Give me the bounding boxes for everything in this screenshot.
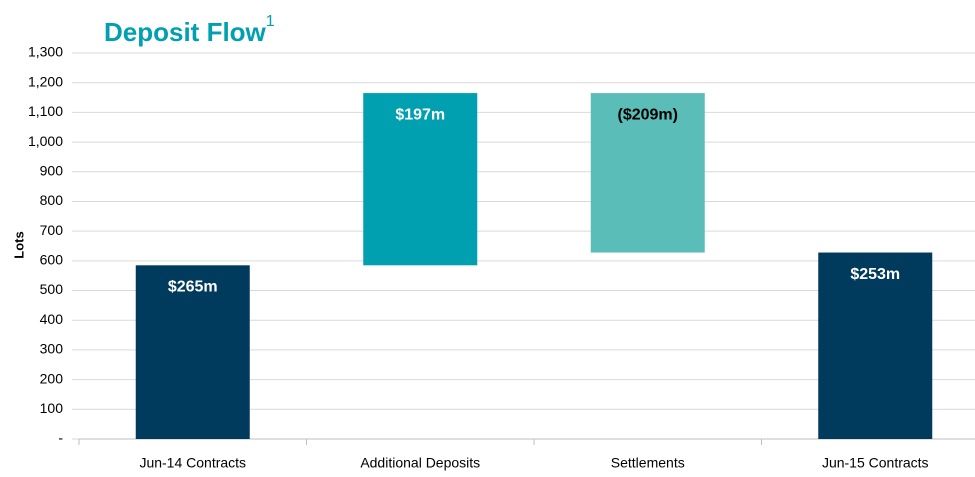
y-tick-label: 100 (40, 400, 64, 416)
y-tick-label: 300 (40, 341, 64, 357)
x-tick-label: Settlements (611, 455, 685, 471)
y-tick-label: 700 (40, 222, 64, 238)
y-tick-label: 400 (40, 311, 64, 327)
y-tick-label: 200 (40, 370, 64, 386)
y-tick-label: 1,000 (28, 133, 63, 149)
bar (818, 252, 933, 439)
bar (363, 93, 478, 266)
y-tick-label: 1,200 (28, 73, 63, 89)
x-tick-label: Jun-14 Contracts (139, 455, 246, 471)
chart-title: Deposit Flow1 (104, 13, 275, 47)
y-tick-label: 800 (40, 192, 64, 208)
y-tick-label: 900 (40, 162, 64, 178)
bar-label: ($209m) (618, 106, 678, 123)
y-tick-label: 500 (40, 281, 64, 297)
title-text: Deposit Flow (104, 17, 267, 47)
bar-label: $197m (395, 106, 445, 123)
y-tick-label: 600 (40, 252, 64, 268)
y-axis-label: Lots (11, 231, 26, 258)
bar (590, 93, 705, 253)
y-tick-label: 1,100 (28, 103, 63, 119)
x-tick-label: Jun-15 Contracts (822, 455, 929, 471)
bar-label: $253m (850, 266, 900, 283)
bar (135, 265, 250, 439)
title-superscript: 1 (266, 13, 275, 30)
y-tick-label: 1,300 (28, 44, 63, 60)
y-tick-label: - (58, 430, 63, 446)
x-tick-label: Additional Deposits (360, 455, 480, 471)
bar-label: $265m (168, 279, 218, 296)
